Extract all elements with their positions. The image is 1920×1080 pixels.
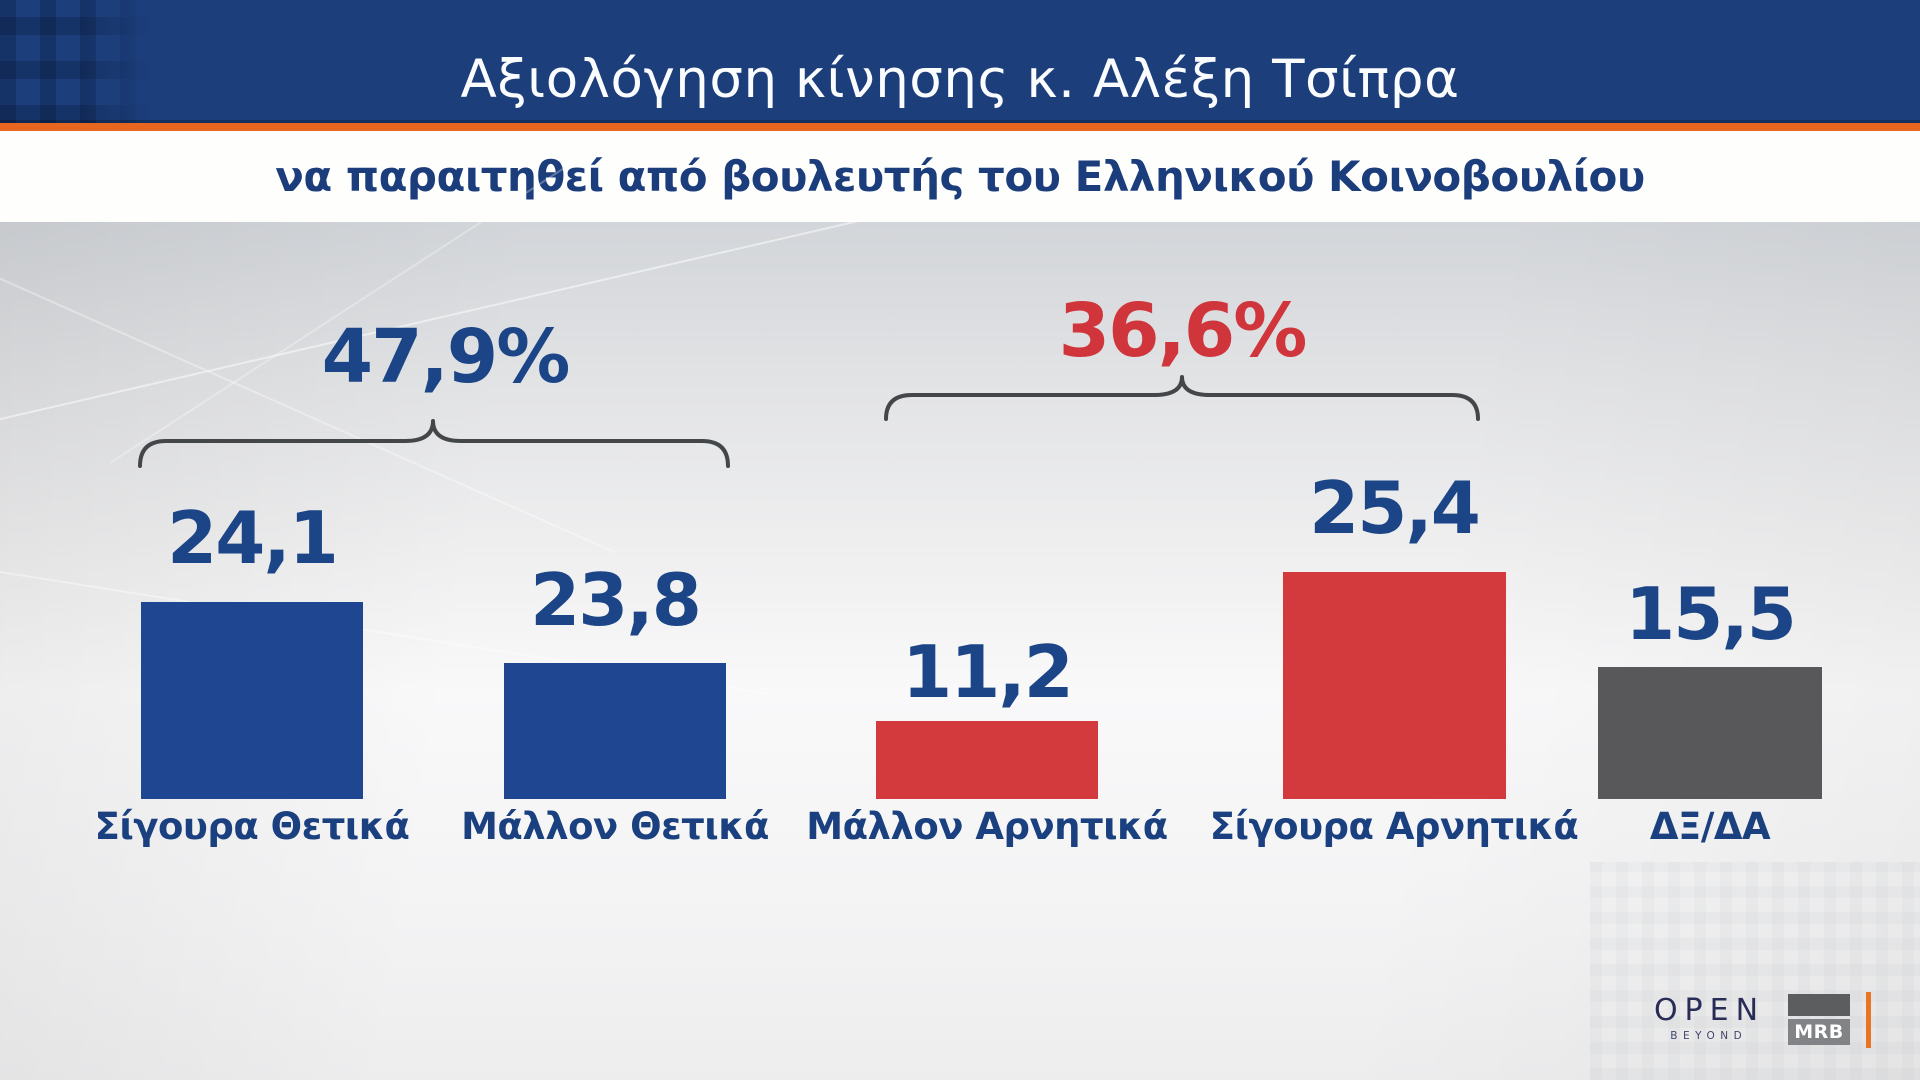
bar-value: 25,4: [1309, 466, 1481, 550]
mrb-logo: MRB: [1788, 994, 1850, 1045]
broadcaster-logos: OPEN BEYOND MRB: [1640, 988, 1880, 1052]
negative-group-brace: [884, 375, 1480, 421]
mrb-logo-block: [1788, 994, 1850, 1016]
bar-sigoura-thetika: [141, 602, 363, 799]
category-label: ΔΞ/ΔΑ: [1649, 805, 1771, 848]
category-label: Σίγουρα Αρνητικά: [1209, 805, 1579, 848]
bar-value: 15,5: [1625, 572, 1797, 656]
category-label: Μάλλον Αρνητικά: [806, 805, 1168, 848]
bar-mallon-thetika: [504, 663, 726, 799]
negative-group-total: 36,6%: [1058, 288, 1308, 374]
mrb-logo-text: MRB: [1788, 1019, 1850, 1045]
bar-mallon-arnitika: [876, 721, 1098, 799]
header-mosaic-texture: [0, 0, 150, 123]
bar-value: 24,1: [167, 496, 339, 580]
open-tv-logo: OPEN BEYOND: [1646, 996, 1766, 1043]
bar-dx-da: [1598, 667, 1822, 799]
category-label: Σίγουρα Θετικά: [94, 805, 410, 848]
orange-divider: [0, 123, 1920, 131]
background-dot-texture: [1590, 862, 1920, 1080]
open-logo-text: OPEN: [1653, 993, 1766, 1028]
positive-group-brace: [138, 419, 730, 468]
header-bar: Αξιολόγηση κίνησης κ. Αλέξη Τσίπρα: [0, 0, 1920, 123]
chart-area: 47,9% 36,6% 24,1 23,8 11,2 25,4 15,5 Σίγ…: [0, 157, 1920, 1080]
bar-sigoura-arnitika: [1283, 572, 1506, 799]
positive-group-total: 47,9%: [321, 314, 571, 400]
group-braces: [138, 375, 1480, 468]
subtitle-band: να παραιτηθεί από βουλευτής του Ελληνικο…: [0, 131, 1920, 222]
page-subtitle: να παραιτηθεί από βουλευτής του Ελληνικο…: [275, 152, 1645, 201]
bar-value: 23,8: [530, 558, 702, 642]
category-label: Μάλλον Θετικά: [461, 805, 769, 848]
open-logo-subtext: BEYOND: [1670, 1030, 1748, 1042]
bar-value: 11,2: [902, 630, 1074, 714]
orange-tick-mark: [1866, 992, 1871, 1048]
page-title: Αξιολόγηση κίνησης κ. Αλέξη Τσίπρα: [460, 49, 1460, 110]
